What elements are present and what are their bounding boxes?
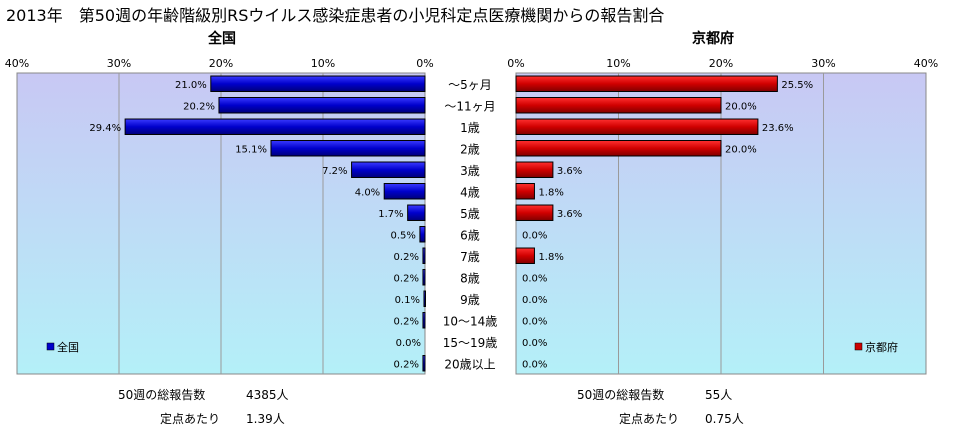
kyoto-total-label: 50週の総報告数 bbox=[577, 388, 665, 402]
bar bbox=[270, 140, 426, 157]
bar bbox=[422, 247, 426, 264]
data-label: 0.0% bbox=[522, 338, 547, 349]
data-label: 0.2% bbox=[394, 316, 419, 327]
bar bbox=[515, 75, 778, 92]
national-per-value: 1.39人 bbox=[246, 412, 285, 426]
bar bbox=[383, 183, 426, 200]
category-label: 6歳 bbox=[460, 228, 480, 242]
x-tick-label: 0% bbox=[507, 57, 524, 70]
data-label: 3.6% bbox=[557, 209, 582, 220]
category-label: 20歳以上 bbox=[444, 357, 495, 371]
data-label: 0.2% bbox=[394, 252, 419, 263]
data-label: 0.2% bbox=[394, 359, 419, 370]
bar bbox=[515, 247, 535, 264]
right-chart: 0% 10% 20% 30% 40% 京都府 25.5% 20.0% 23.6% 20.0% 3.6… bbox=[507, 30, 938, 375]
category-label: 15〜19歳 bbox=[443, 336, 498, 350]
data-label: 0.1% bbox=[395, 295, 420, 306]
category-label: 1歳 bbox=[460, 121, 480, 135]
data-label: 0.0% bbox=[522, 273, 547, 284]
data-label: 23.6% bbox=[762, 123, 794, 134]
bar bbox=[422, 355, 426, 372]
category-label: 〜11ヶ月 bbox=[444, 99, 495, 113]
bar bbox=[422, 269, 426, 286]
data-label: 0.0% bbox=[522, 230, 547, 241]
bar bbox=[515, 97, 722, 114]
category-labels: 〜5ヶ月〜11ヶ月 1歳 2歳 3歳 4歳 5歳 6歳 7歳 8歳 9歳 10〜14歳 15〜19歳 2… bbox=[443, 78, 498, 372]
category-label: 9歳 bbox=[460, 293, 480, 307]
data-label: 4.0% bbox=[355, 187, 380, 198]
x-tick-label: 0% bbox=[416, 57, 433, 70]
bar bbox=[515, 118, 759, 135]
x-tick-label: 40% bbox=[5, 57, 29, 70]
data-label: 1.7% bbox=[378, 209, 403, 220]
legend-swatch bbox=[46, 342, 55, 351]
legend-label: 京都府 bbox=[865, 340, 898, 354]
category-label: 7歳 bbox=[460, 250, 480, 264]
left-chart: 40% 30% 20% 10% 0% 全国 21.0% 20.2% 29.4% 15.1% 7.2%… bbox=[5, 30, 434, 375]
kyoto-per-value: 0.75人 bbox=[705, 412, 744, 426]
x-tick-label: 20% bbox=[209, 57, 233, 70]
data-label: 21.0% bbox=[175, 80, 207, 91]
data-label: 25.5% bbox=[781, 80, 813, 91]
x-tick-label: 20% bbox=[709, 57, 733, 70]
data-label: 0.0% bbox=[522, 295, 547, 306]
kyoto-chart-title: 京都府 bbox=[692, 30, 734, 47]
legend-swatch bbox=[854, 342, 863, 351]
data-label: 20.2% bbox=[183, 101, 215, 112]
kyoto-total-value: 55人 bbox=[705, 388, 733, 402]
x-tick-label: 40% bbox=[914, 57, 938, 70]
category-label: 〜5ヶ月 bbox=[448, 78, 492, 92]
x-tick-label: 30% bbox=[107, 57, 131, 70]
legend-label: 全国 bbox=[57, 340, 79, 354]
bar bbox=[422, 312, 426, 329]
data-label: 29.4% bbox=[89, 123, 121, 134]
category-label: 4歳 bbox=[460, 185, 480, 199]
bar bbox=[515, 161, 554, 178]
national-chart-title: 全国 bbox=[207, 30, 236, 47]
bar bbox=[423, 290, 426, 307]
national-total-value: 4385人 bbox=[246, 388, 289, 402]
data-label: 1.8% bbox=[538, 252, 563, 263]
bar bbox=[515, 204, 554, 221]
category-label: 8歳 bbox=[460, 271, 480, 285]
data-label: 1.8% bbox=[538, 187, 563, 198]
data-label: 0.0% bbox=[522, 316, 547, 327]
x-tick-label: 10% bbox=[311, 57, 335, 70]
x-tick-label: 10% bbox=[606, 57, 630, 70]
bar bbox=[407, 204, 426, 221]
data-label: 0.0% bbox=[522, 359, 547, 370]
national-total-label: 50週の総報告数 bbox=[118, 388, 206, 402]
x-tick-label: 30% bbox=[811, 57, 835, 70]
category-label: 3歳 bbox=[460, 164, 480, 178]
national-per-label: 定点あたり bbox=[160, 412, 221, 426]
bar bbox=[419, 226, 426, 243]
bar bbox=[515, 183, 535, 200]
data-label: 3.6% bbox=[557, 166, 582, 177]
bar bbox=[124, 118, 426, 135]
data-label: 20.0% bbox=[725, 101, 757, 112]
category-label: 5歳 bbox=[460, 207, 480, 221]
kyoto-per-label: 定点あたり bbox=[619, 412, 680, 426]
page-title: 2013年 第50週の年齢階級別RSウイルス感染症患者の小児科定点医療機関からの… bbox=[6, 6, 665, 25]
bar bbox=[351, 161, 426, 178]
data-label: 7.2% bbox=[322, 166, 347, 177]
data-label: 0.5% bbox=[390, 230, 415, 241]
data-label: 0.0% bbox=[396, 338, 421, 349]
bar bbox=[210, 75, 426, 92]
data-label: 15.1% bbox=[235, 144, 267, 155]
data-label: 20.0% bbox=[725, 144, 757, 155]
bar bbox=[515, 140, 722, 157]
data-label: 0.2% bbox=[394, 273, 419, 284]
bar bbox=[218, 97, 426, 114]
category-label: 2歳 bbox=[460, 142, 480, 156]
category-label: 10〜14歳 bbox=[443, 314, 498, 328]
